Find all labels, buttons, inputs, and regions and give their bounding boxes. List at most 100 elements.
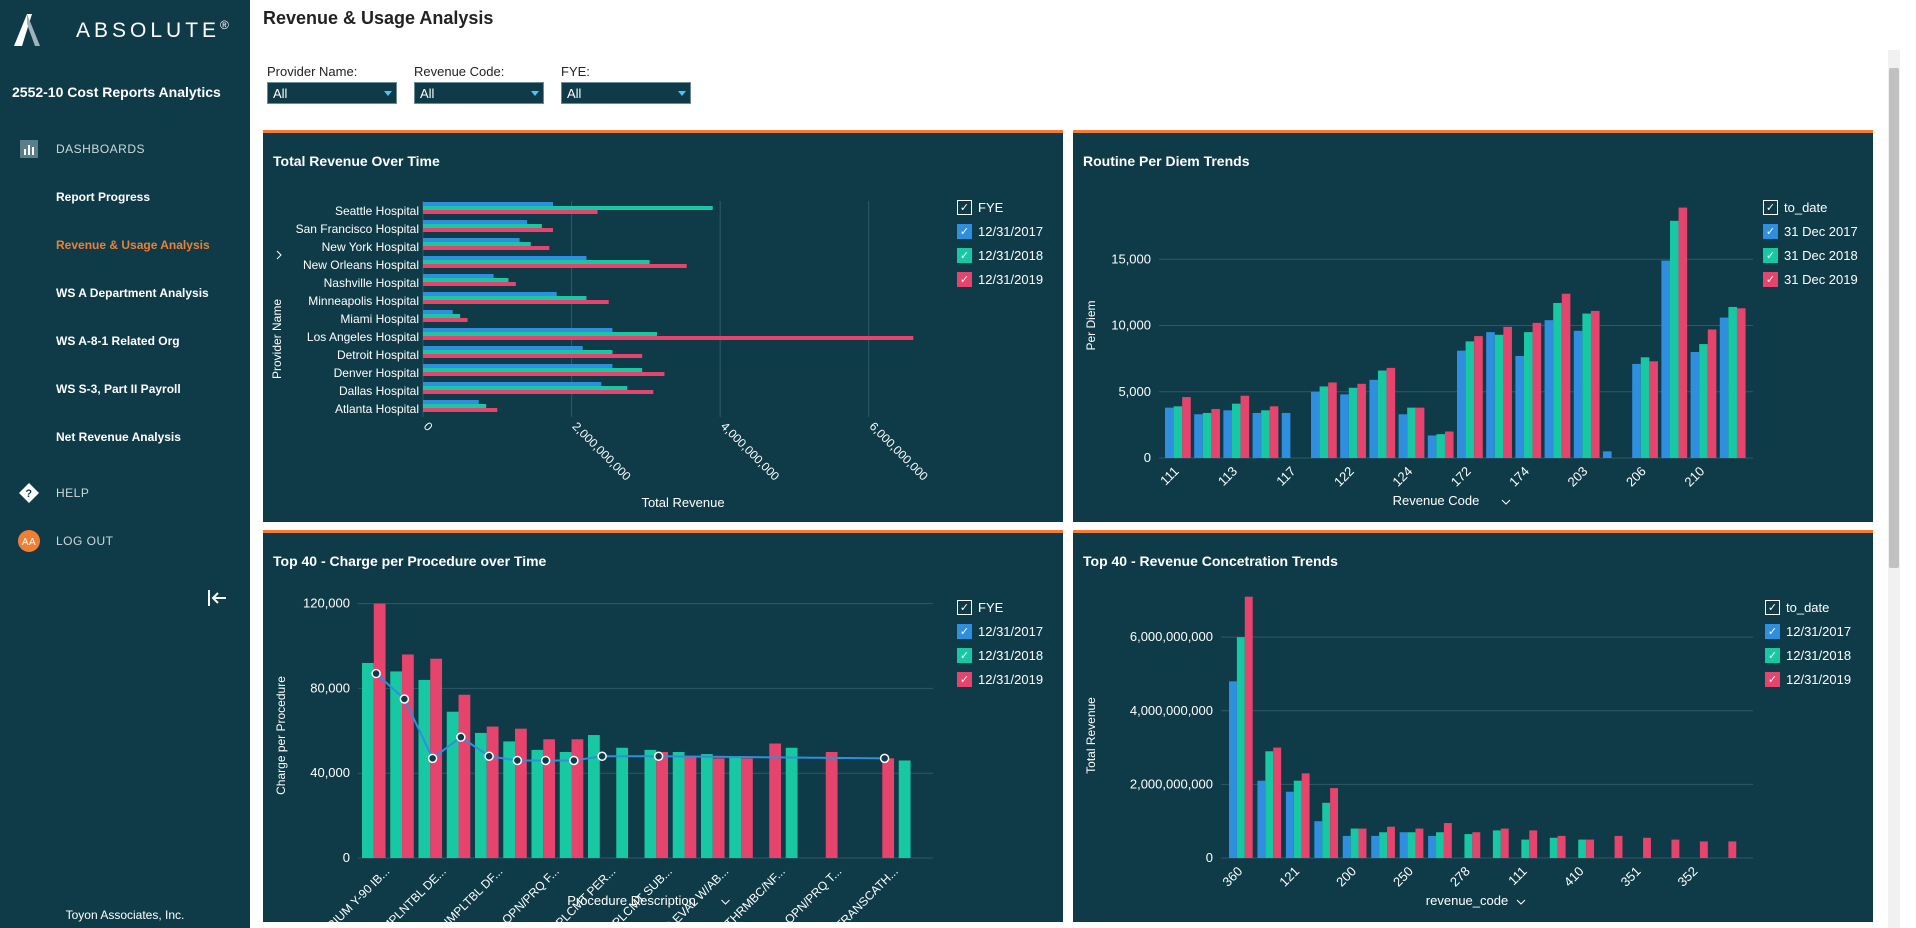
checkbox-icon[interactable]: ✓ [1763,271,1778,287]
bar [423,314,461,318]
filter-revenue-code-label: Revenue Code: [414,64,505,79]
chart-legend: ✓ FYE ✓ 12/31/2017 ✓ 12/31/2018 ✓ 12/31/2019 [957,595,1043,691]
bar [1457,350,1466,458]
checkbox-icon[interactable]: ✓ [1763,199,1778,215]
legend-item[interactable]: ✓ 12/31/2018 [957,243,1043,267]
legend-item[interactable]: ✓ 12/31/2019 [957,667,1043,691]
y-tick-label: 0 [1206,850,1213,865]
filter-provider: Provider Name: All [267,64,397,104]
bar [423,228,553,232]
bar [423,364,613,368]
checkbox-icon[interactable]: ✓ [957,647,972,663]
bar [423,354,643,358]
legend-label: 12/31/2018 [978,247,1044,263]
bar [423,408,498,412]
provider-select-value: All [273,86,288,101]
bar [1165,407,1174,458]
bar [1223,410,1232,458]
y-tick-label: 4,000,000,000 [1130,703,1213,718]
checkbox-icon[interactable]: ✓ [1765,599,1780,615]
legend-label: 12/31/2018 [978,647,1044,663]
bar [1590,310,1600,458]
bar [1229,681,1237,858]
bar [1173,406,1183,458]
scrollbar-thumb[interactable] [1889,68,1899,568]
nav-item-report-progress[interactable]: Report Progress [56,190,151,204]
checkbox-icon[interactable]: ✓ [957,623,972,639]
checkbox-icon[interactable]: ✓ [957,599,972,615]
collapse-sidebar-icon[interactable] [205,586,229,610]
chevron-right-icon [276,250,282,260]
nav-help[interactable]: ? HELP [18,482,89,504]
y-tick-label: 120,000 [303,596,350,611]
bar [672,752,685,858]
checkbox-icon[interactable]: ✓ [957,247,972,263]
bar [1371,835,1380,858]
nav-logout[interactable]: AA LOG OUT [18,530,114,552]
bar [769,743,782,858]
bar [1532,322,1542,458]
bar [559,752,572,858]
bar [1678,207,1688,458]
chart-title: Total Revenue Over Time [273,153,440,169]
bar [423,386,628,390]
brand-logo: ABSOLUTE® [10,10,233,50]
checkbox-icon[interactable]: ✓ [1765,647,1780,663]
bar [1348,387,1358,458]
y-tick-label: 6,000,000,000 [1130,629,1213,644]
legend-item[interactable]: ✓ 12/31/2018 [957,643,1043,667]
legend-label: 31 Dec 2019 [1784,271,1858,287]
bar [1194,414,1203,458]
checkbox-icon[interactable]: ✓ [1763,247,1778,263]
bar [423,382,602,386]
y-tick-label: Los Angeles Hospital [307,330,419,344]
bar [1407,832,1416,858]
checkbox-icon[interactable]: ✓ [957,199,972,215]
bar [1444,431,1454,458]
nav-item-ws-s3-payroll[interactable]: WS S-3, Part II Payroll [56,382,181,396]
nav-item-ws-a81-related[interactable]: WS A-8-1 Related Org [56,334,180,348]
bar [825,752,838,858]
legend-item[interactable]: ✓ 12/31/2019 [1765,667,1851,691]
provider-select[interactable]: All [267,82,397,104]
nav-dashboards[interactable]: DASHBOARDS [18,138,145,160]
nav-item-revenue-usage[interactable]: Revenue & Usage Analysis [56,238,210,252]
legend-item[interactable]: ✓ 12/31/2017 [957,219,1043,243]
fye-select[interactable]: All [561,82,691,104]
legend-title[interactable]: ✓ FYE [957,195,1043,219]
bar [446,711,459,858]
bar [1523,332,1533,458]
checkbox-icon[interactable]: ✓ [957,223,972,239]
checkbox-icon[interactable]: ✓ [1763,223,1778,239]
nav-item-net-revenue[interactable]: Net Revenue Analysis [56,430,181,444]
legend-item[interactable]: ✓ 12/31/2017 [1765,619,1851,643]
y-tick-label: 40,000 [310,765,350,780]
checkbox-icon[interactable]: ✓ [957,271,972,287]
legend-title[interactable]: ✓ to_date [1765,595,1851,619]
chart-legend: ✓ to_date ✓ 31 Dec 2017 ✓ 31 Dec 2018 ✓ 31 Dec … [1763,195,1858,291]
legend-item[interactable]: ✓ 31 Dec 2017 [1763,219,1858,243]
checkbox-icon[interactable]: ✓ [1765,623,1780,639]
help-icon: ? [18,482,40,504]
chevron-down-icon [1501,499,1511,505]
bar [1377,370,1387,458]
checkbox-icon[interactable]: ✓ [1765,671,1780,687]
bar [423,238,520,242]
legend-item[interactable]: ✓ 12/31/2018 [1765,643,1851,667]
legend-item[interactable]: ✓ 31 Dec 2019 [1763,267,1858,291]
revenue-code-select[interactable]: All [414,82,544,104]
bar [1202,412,1212,458]
legend-item[interactable]: ✓ 31 Dec 2018 [1763,243,1858,267]
line-point [653,751,664,761]
bar [423,210,598,214]
legend-title[interactable]: ✓ to_date [1763,195,1858,219]
legend-item[interactable]: ✓ 12/31/2019 [957,267,1043,291]
nav-item-ws-a-department[interactable]: WS A Department Analysis [56,286,209,300]
sidebar: ABSOLUTE® 2552-10 Cost Reports Analytics… [0,0,250,928]
x-tick-label: 124 [1389,464,1415,490]
checkbox-icon[interactable]: ✓ [957,671,972,687]
bar [543,739,556,858]
bar [1561,293,1571,458]
legend-title[interactable]: ✓ FYE [957,595,1043,619]
legend-item[interactable]: ✓ 12/31/2017 [957,619,1043,643]
